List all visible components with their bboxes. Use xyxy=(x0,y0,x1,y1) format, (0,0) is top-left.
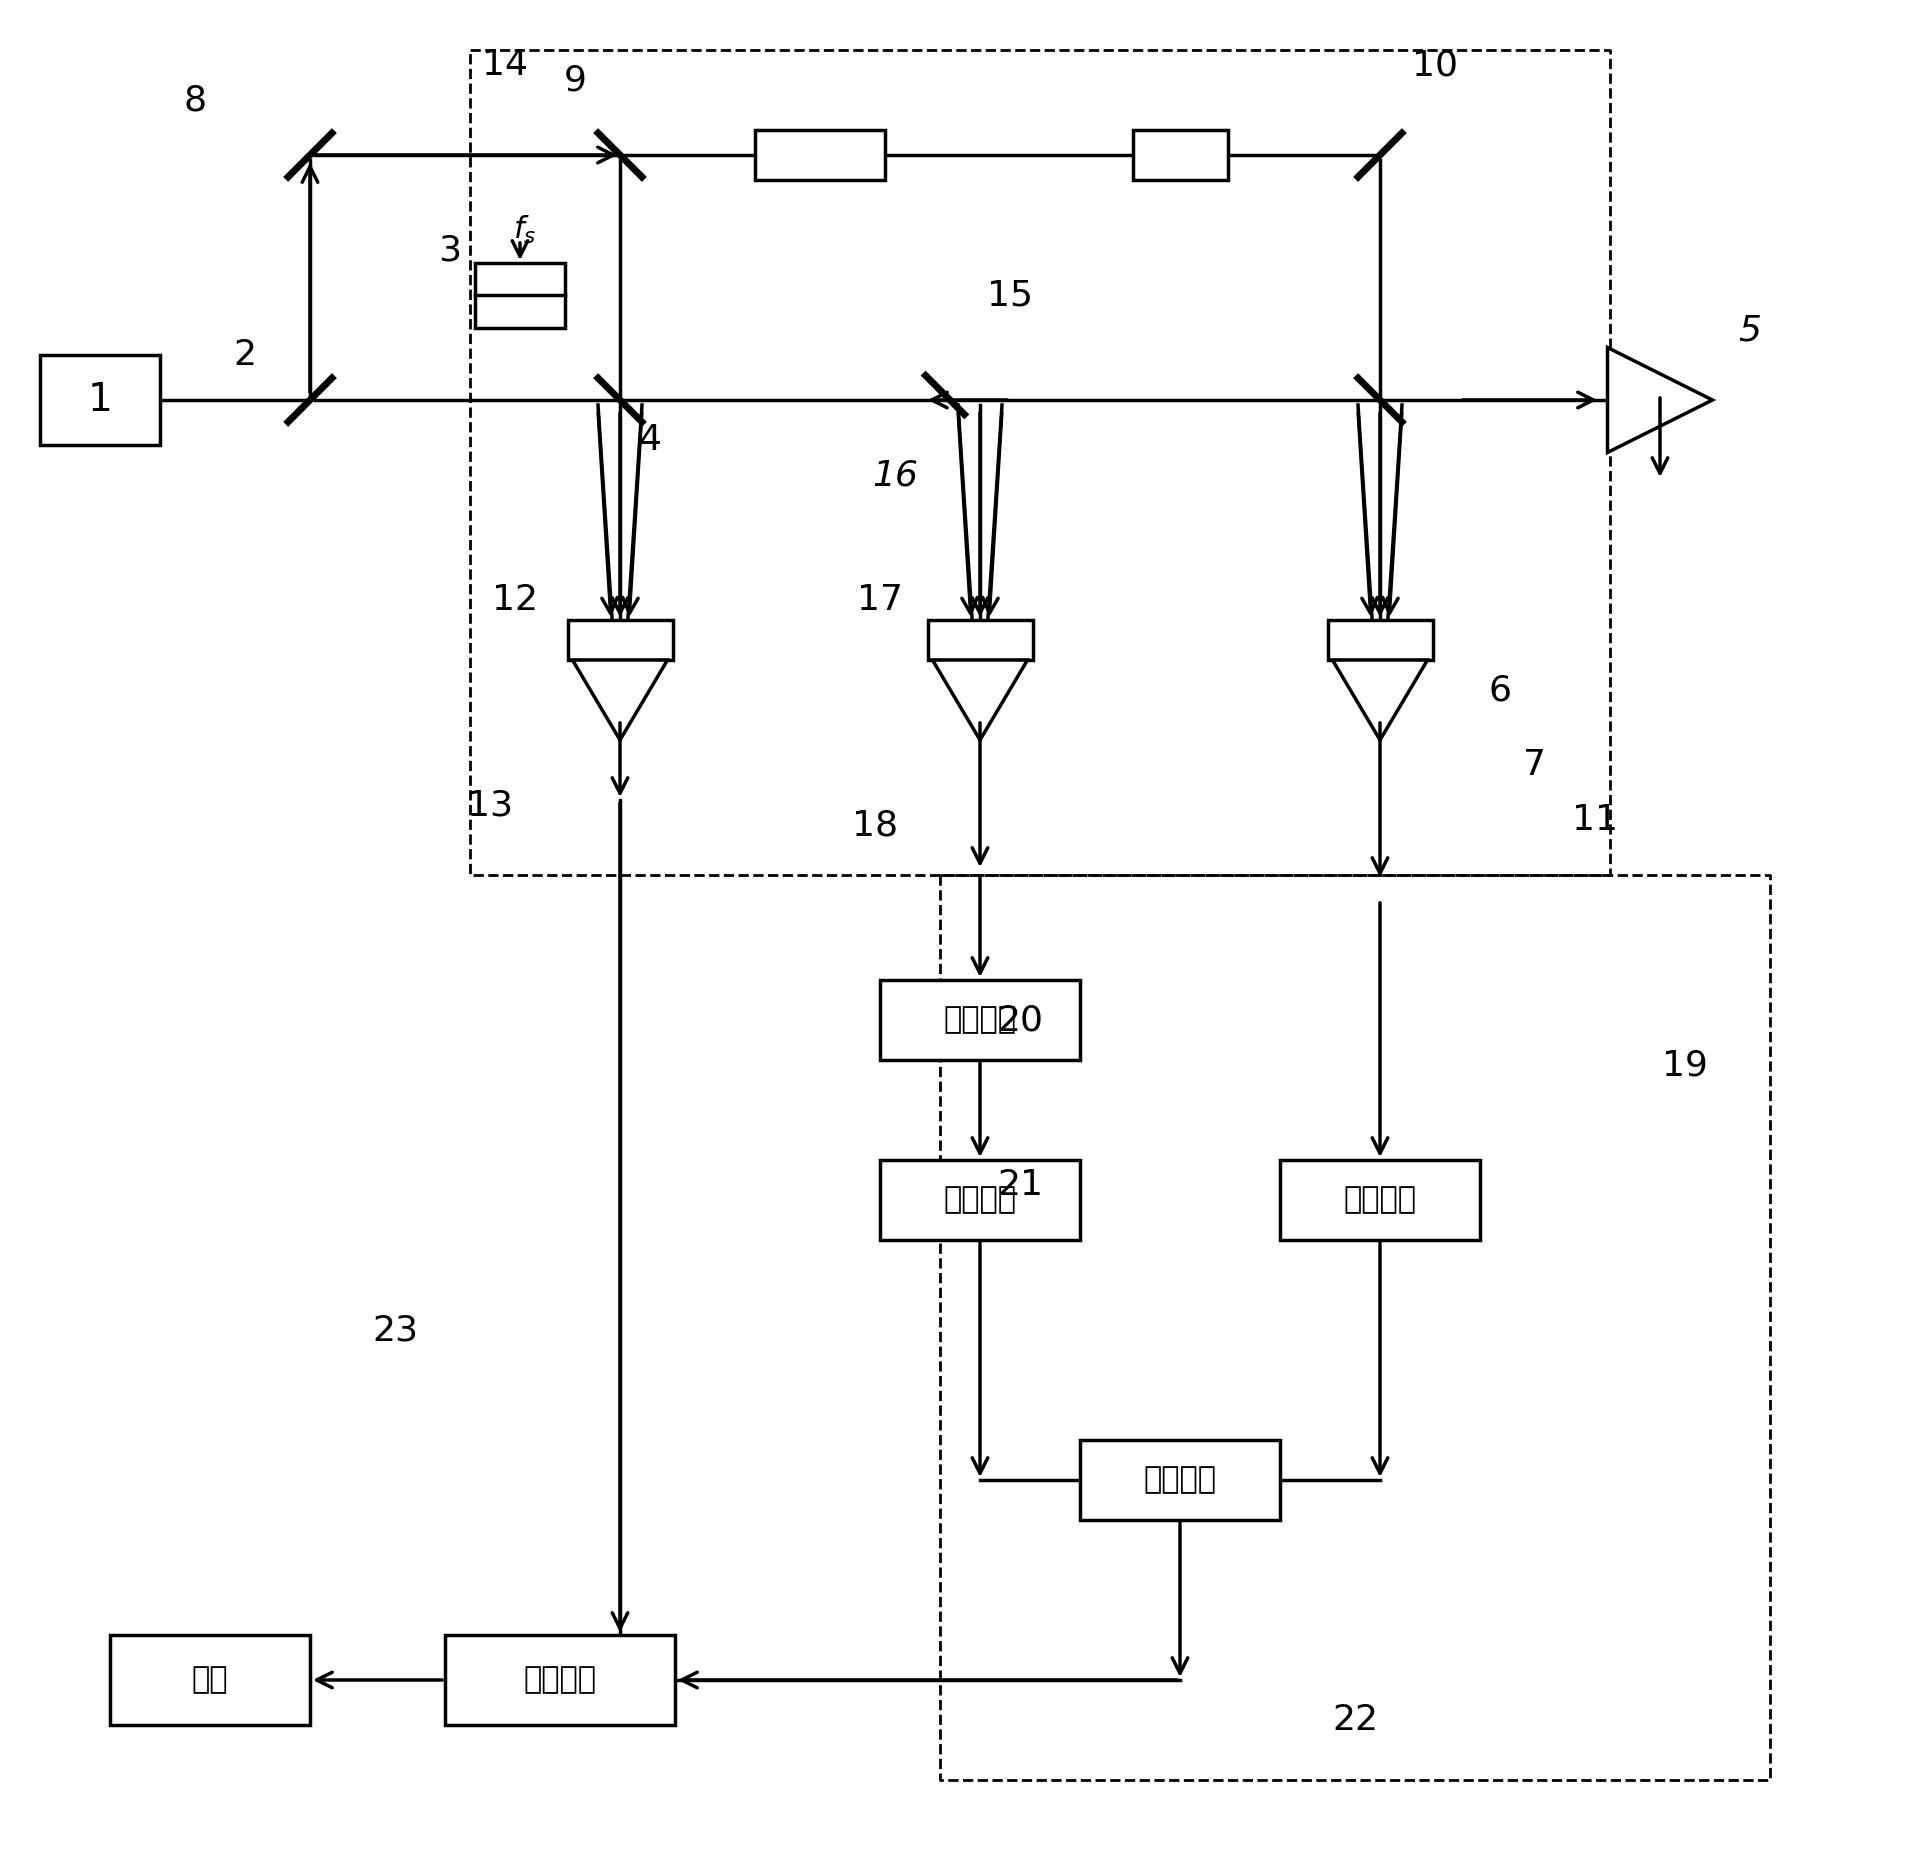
Text: 6: 6 xyxy=(1488,673,1511,707)
Bar xyxy=(567,619,672,660)
Polygon shape xyxy=(1608,347,1712,452)
Bar xyxy=(1081,1441,1280,1520)
Text: 7: 7 xyxy=(1523,749,1546,782)
Text: 17: 17 xyxy=(857,583,903,617)
Text: 3: 3 xyxy=(438,233,461,266)
Bar xyxy=(110,1636,311,1726)
Bar xyxy=(880,979,1081,1060)
Text: 15: 15 xyxy=(986,278,1033,311)
Bar xyxy=(880,1159,1081,1240)
Text: 19: 19 xyxy=(1662,1049,1708,1082)
Text: 21: 21 xyxy=(998,1169,1042,1203)
Bar xyxy=(41,355,160,445)
Text: 16: 16 xyxy=(872,458,919,492)
Text: 9: 9 xyxy=(564,64,587,98)
Text: 20: 20 xyxy=(998,1004,1042,1037)
Text: 13: 13 xyxy=(467,788,513,822)
Text: $f_s$: $f_s$ xyxy=(513,214,537,246)
Text: 8: 8 xyxy=(183,83,207,116)
Text: 14: 14 xyxy=(482,49,529,83)
Bar xyxy=(446,1636,676,1726)
Text: 移相部分: 移相部分 xyxy=(944,1006,1017,1034)
Text: 4: 4 xyxy=(639,422,662,458)
Text: 12: 12 xyxy=(492,583,538,617)
Text: 23: 23 xyxy=(372,1313,419,1347)
Text: 1: 1 xyxy=(87,381,112,418)
Polygon shape xyxy=(1332,660,1428,739)
Bar xyxy=(1133,129,1227,180)
Bar xyxy=(1280,1159,1480,1240)
Text: 18: 18 xyxy=(851,809,897,842)
Bar xyxy=(475,263,565,328)
Text: 加法运算: 加法运算 xyxy=(1143,1465,1216,1495)
Polygon shape xyxy=(573,660,668,739)
Text: 10: 10 xyxy=(1413,49,1457,83)
Text: 11: 11 xyxy=(1573,803,1617,837)
Text: 加权运算: 加权运算 xyxy=(944,1186,1017,1214)
Text: 22: 22 xyxy=(1332,1703,1378,1737)
Text: 相位比较: 相位比较 xyxy=(523,1666,596,1694)
Text: 加权运算: 加权运算 xyxy=(1343,1186,1417,1214)
Text: 5: 5 xyxy=(1739,313,1762,347)
Bar xyxy=(1328,619,1432,660)
Text: 输出: 输出 xyxy=(191,1666,228,1694)
Bar xyxy=(928,619,1033,660)
Polygon shape xyxy=(932,660,1027,739)
Text: 2: 2 xyxy=(234,338,257,371)
Bar xyxy=(755,129,886,180)
